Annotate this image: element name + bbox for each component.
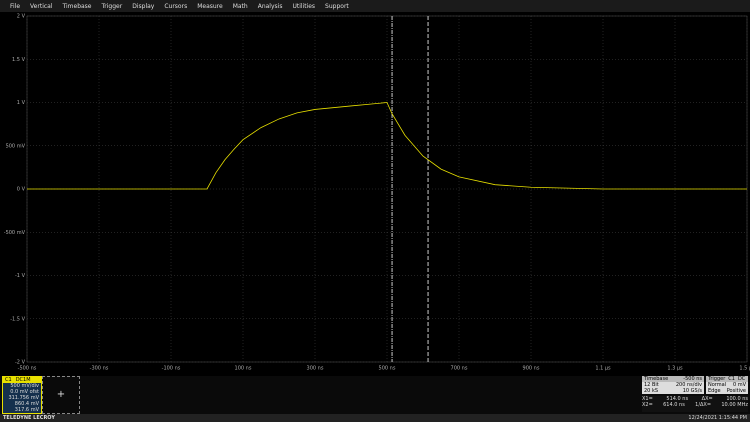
brand: TELEDYNE LECROY bbox=[3, 415, 55, 421]
datetime: 12/24/2021 1:15:44 PM bbox=[688, 415, 747, 421]
y-tick-label: 500 mV bbox=[6, 143, 26, 149]
trigger-title: Trigger bbox=[708, 376, 726, 382]
y-tick-label: 2 V bbox=[17, 14, 26, 20]
waveform bbox=[27, 102, 747, 190]
y-tick-label: -2 V bbox=[15, 360, 26, 366]
y-tick-label: 0 V bbox=[17, 187, 26, 193]
trigger-value: Positive bbox=[726, 388, 746, 394]
y-tick-label: 1.5 V bbox=[12, 57, 26, 63]
info-bar: C1 DC1M 500 mV/div 0.0 mV ofst 311.756 mV 8… bbox=[0, 376, 750, 414]
trigger-value: Normal bbox=[708, 382, 727, 388]
readout-value: X1= bbox=[642, 396, 653, 402]
readout-value: 10.00 MHz bbox=[721, 402, 748, 408]
channel-row: 317.6 mV bbox=[3, 407, 39, 413]
readout-value: 514.0 ns bbox=[666, 396, 689, 402]
menu-item[interactable]: Analysis bbox=[257, 2, 283, 10]
timebase-value: 12 Bit bbox=[644, 382, 659, 388]
menu-item[interactable]: Utilities bbox=[292, 2, 316, 10]
timebase-delay: -500 ns bbox=[683, 376, 702, 382]
trigger-row: Normal 0 mV bbox=[708, 382, 746, 388]
timebase-row: 12 Bit 200 ns/div bbox=[644, 382, 702, 388]
timebase-row: 20 kS 10 GS/s bbox=[644, 388, 702, 394]
trigger-value: 0 mV bbox=[732, 382, 746, 388]
timebase-title: Timebase bbox=[644, 376, 669, 382]
menu-item[interactable]: Cursors bbox=[164, 2, 188, 10]
readout-value: 614.0 ns bbox=[663, 402, 685, 408]
channel-value: 860.4 mV bbox=[14, 401, 39, 407]
timebase-value: 10 GS/s bbox=[682, 388, 702, 394]
footer: TELEDYNE LECROY 12/24/2021 1:15:44 PM bbox=[0, 414, 750, 422]
readout-value: 1/ΔX= bbox=[695, 402, 712, 408]
channel-name: C1 bbox=[5, 377, 12, 383]
trigger-row: Edge Positive bbox=[708, 388, 746, 394]
channel-value: 317.6 mV bbox=[14, 407, 39, 413]
channel-row: 500 mV/div bbox=[3, 383, 39, 389]
menu-item[interactable]: Timebase bbox=[62, 2, 92, 10]
y-tick-label: -500 mV bbox=[4, 230, 26, 236]
x-tick-label: 300 ns bbox=[307, 366, 324, 372]
menu-item[interactable]: Trigger bbox=[101, 2, 123, 10]
x-tick-label: 1.3 µs bbox=[667, 366, 683, 372]
x-tick-label: 900 ns bbox=[523, 366, 540, 372]
x-tick-label: -500 ns bbox=[18, 366, 37, 372]
channel-row: 0.0 mV ofst bbox=[3, 389, 39, 395]
x-tick-label: 100 ns bbox=[235, 366, 252, 372]
channel-row: 311.756 mV bbox=[3, 395, 39, 401]
add-channel[interactable]: + bbox=[42, 376, 80, 414]
x-tick-label: 1.5 µs bbox=[739, 366, 750, 372]
trigger-coupling: DC bbox=[737, 376, 746, 382]
readout-row: X1= 514.0 ns ΔX= 100.0 ns bbox=[642, 396, 748, 402]
menu-item[interactable]: Math bbox=[232, 2, 248, 10]
y-tick-label: -1 V bbox=[15, 273, 26, 279]
readout-row: X2= 614.0 ns 1/ΔX= 10.00 MHz bbox=[642, 402, 748, 408]
y-tick-label: 1 V bbox=[17, 100, 26, 106]
readout-value: ΔX= bbox=[701, 396, 713, 402]
trigger-panel[interactable]: Trigger C1 DC Normal 0 mV Edge Positive bbox=[706, 376, 748, 394]
readout-value: 100.0 ns bbox=[726, 396, 748, 402]
menu-item[interactable]: Vertical bbox=[30, 2, 53, 10]
menu-item[interactable]: File bbox=[10, 2, 21, 10]
menu-bar: File Vertical Timebase Trigger Display Cursor… bbox=[0, 0, 750, 12]
timebase-value: 200 ns/div bbox=[675, 382, 702, 388]
x-tick-label: 700 ns bbox=[451, 366, 468, 372]
channel-panel[interactable]: C1 DC1M 500 mV/div 0.0 mV ofst 311.756 mV 8… bbox=[2, 376, 42, 414]
timebase-value: 20 kS bbox=[644, 388, 659, 394]
x-tick-label: 500 ns bbox=[379, 366, 396, 372]
y-tick-label: -1.5 V bbox=[10, 316, 25, 322]
channel-coupling: DC1M bbox=[15, 377, 31, 383]
timebase-panel[interactable]: Timebase -500 ns 12 Bit 200 ns/div 20 kS 10 … bbox=[642, 376, 704, 394]
menu-item[interactable]: Measure bbox=[197, 2, 223, 10]
x-tick-label: -100 ns bbox=[162, 366, 181, 372]
channel-value: 0.0 mV ofst bbox=[10, 389, 39, 395]
x-tick-label: -300 ns bbox=[90, 366, 109, 372]
trigger-source: C1 bbox=[728, 376, 735, 382]
x-tick-label: 1.1 µs bbox=[595, 366, 611, 372]
cursor-readout: X1= 514.0 ns ΔX= 100.0 ns X2= 614.0 ns 1/ΔX= 10… bbox=[642, 396, 748, 412]
channel-row: 860.4 mV bbox=[3, 401, 39, 407]
channel-value: 311.756 mV bbox=[8, 395, 39, 401]
trigger-value: Edge bbox=[708, 388, 721, 394]
readout-value: X2= bbox=[642, 402, 653, 408]
menu-item[interactable]: Support bbox=[325, 2, 349, 10]
scope-display: 2 V 1.5 V 1 V 500 mV 0 V -500 mV -1 V -1.5 V -2 … bbox=[4, 14, 750, 372]
menu-item[interactable]: Display bbox=[132, 2, 155, 10]
channel-value: 500 mV/div bbox=[10, 383, 39, 389]
